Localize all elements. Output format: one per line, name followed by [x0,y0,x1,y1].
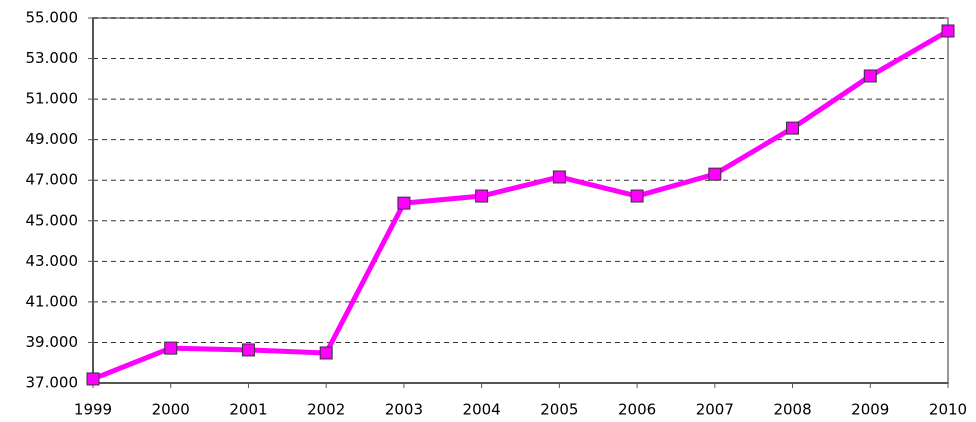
x-tick-label: 2009 [851,401,889,419]
data-point [708,167,722,181]
data-point [786,121,800,135]
x-tick-label: 2005 [540,401,578,419]
y-tick-label: 39.000 [26,333,79,351]
data-point [863,69,877,83]
y-tick-label: 47.000 [26,171,79,189]
y-tick-label: 55.000 [26,9,79,27]
data-point [86,372,100,386]
y-tick-label: 37.000 [26,374,79,392]
data-point [552,170,566,184]
y-tick-label: 45.000 [26,211,79,229]
x-tick-label: 2001 [229,401,267,419]
data-point [164,341,178,355]
x-tick-label: 2006 [618,401,656,419]
data-point [475,189,489,203]
y-tick-label: 53.000 [26,49,79,67]
plot-frame [92,17,949,384]
x-tick-label: 2002 [307,401,345,419]
data-point [319,346,333,360]
y-tick-label: 51.000 [26,90,79,108]
y-tick-label: 49.000 [26,130,79,148]
data-point [241,343,255,357]
x-tick-label: 2000 [152,401,190,419]
data-point [941,24,955,38]
data-point [397,196,411,210]
x-tick-label: 2003 [385,401,423,419]
x-tick-label: 1999 [74,401,112,419]
x-tick-label: 2008 [773,401,811,419]
x-tick-label: 2007 [696,401,734,419]
data-point [630,189,644,203]
y-tick-label: 43.000 [26,252,79,270]
data-line [92,28,950,382]
x-tick-label: 2010 [929,401,967,419]
x-tick-label: 2004 [463,401,501,419]
y-tick-label: 41.000 [26,292,79,310]
